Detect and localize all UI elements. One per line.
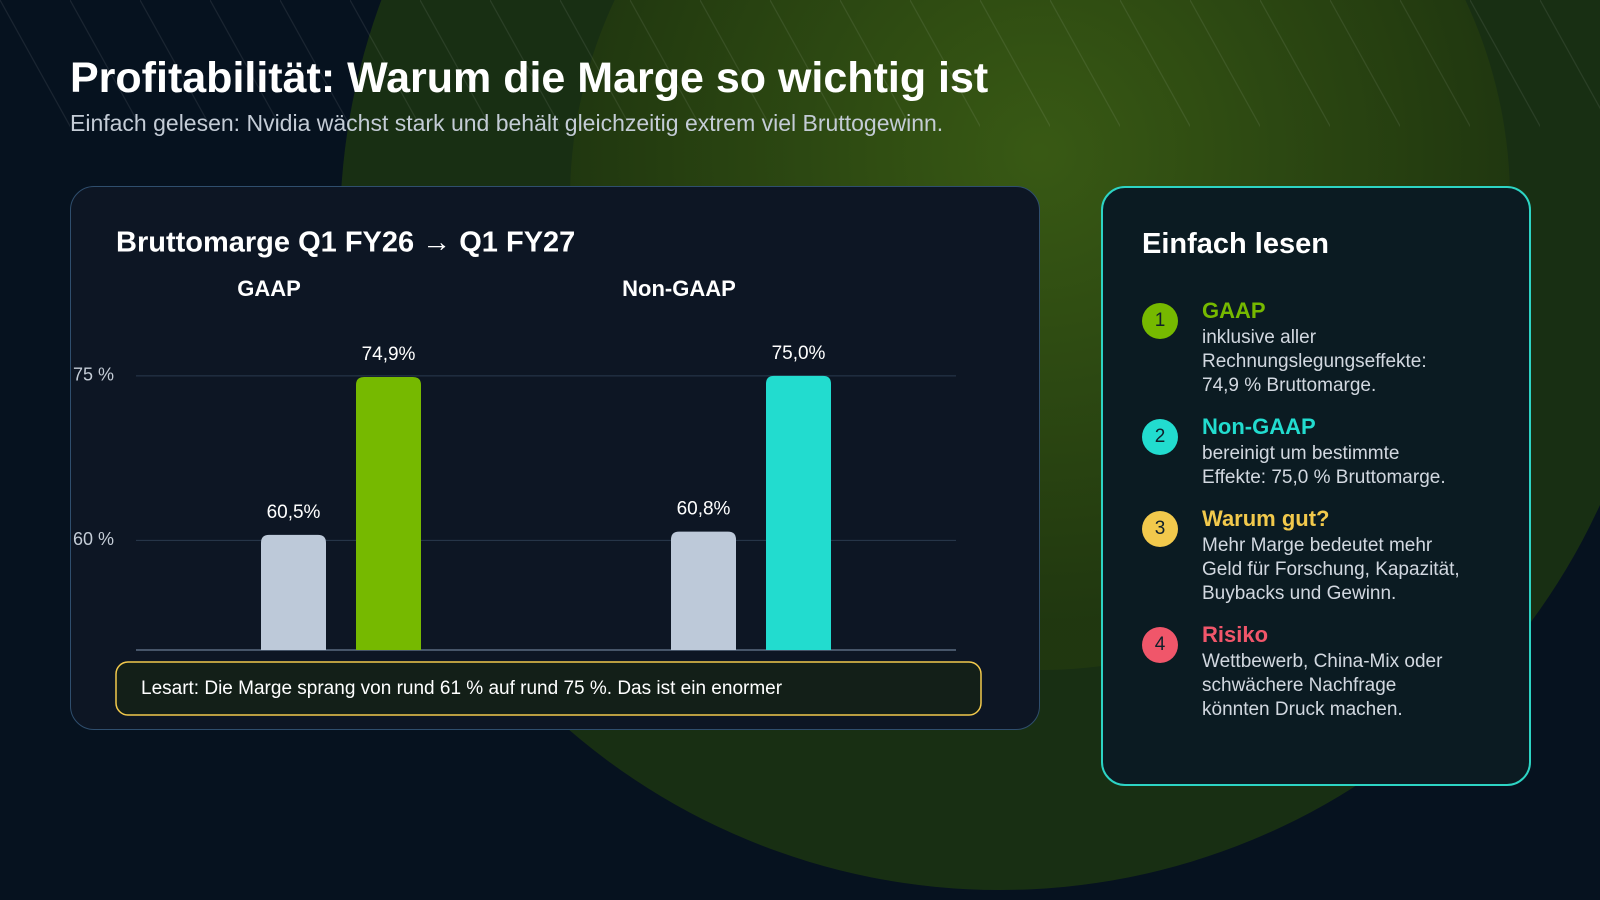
bar [766, 375, 831, 650]
item-text: 74,9 % Bruttomarge. [1202, 375, 1377, 396]
chart-card: Bruttomarge Q1 FY26 → Q1 FY27 Lesart: Di… [70, 186, 1040, 730]
item-text: Wettbewerb, China-Mix oder [1202, 651, 1443, 672]
item-text: Rechnungslegungseffekte: [1202, 351, 1427, 372]
panel-item: 2 Non-GAAP bereinigt um bestimmte Effekte: … [1142, 412, 1509, 490]
panel-item: 4 Risiko Wettbewerb, China-Mix oder schwäch… [1142, 620, 1509, 722]
panel-item: 1 GAAP inklusive aller Rechnungslegungseffe… [1142, 296, 1509, 398]
bar [671, 531, 736, 650]
page-title: Profitabilität: Warum die Marge so wicht… [70, 54, 989, 102]
item-text: Buybacks und Gewinn. [1202, 583, 1397, 604]
value-label: 74,9% [362, 344, 416, 365]
panel-items: 1 GAAP inklusive aller Rechnungslegungseffe… [1142, 296, 1509, 736]
value-label: 75,0% [772, 343, 826, 364]
item-text: schwächere Nachfrage [1202, 675, 1397, 696]
chart-title: Bruttomarge Q1 FY26 → Q1 FY27 [116, 227, 575, 259]
item-number: 1 [1142, 303, 1178, 339]
note-box [115, 661, 982, 716]
bar [261, 534, 326, 650]
item-title: Warum gut? [1202, 506, 1330, 531]
item-text: könnten Druck machen. [1202, 699, 1403, 720]
side-panel: Einfach lesen 1 GAAP inklusive aller Rechnu… [1101, 186, 1531, 786]
item-text: inklusive aller [1202, 327, 1317, 348]
item-text: bereinigt um bestimmte [1202, 443, 1400, 464]
item-number: 2 [1142, 419, 1178, 455]
item-number: 3 [1142, 511, 1178, 547]
item-number: 4 [1142, 627, 1178, 663]
y-tick-label: 75 % [73, 365, 114, 385]
note: Lesart: Die Marge sprang von rund 61 % a… [141, 678, 783, 699]
page-subtitle: Einfach gelesen: Nvidia wächst stark und… [70, 110, 944, 136]
item-title: Risiko [1202, 622, 1269, 647]
group-label: GAAP [237, 276, 301, 301]
item-text: Effekte: 75,0 % Bruttomarge. [1202, 467, 1446, 488]
item-text: Mehr Marge bedeutet mehr [1202, 535, 1433, 556]
panel-item: 3 Warum gut? Mehr Marge bedeutet mehr Geld … [1142, 504, 1509, 606]
value-label: 60,5% [267, 502, 321, 523]
group-label: Non-GAAP [622, 276, 736, 301]
bar [356, 376, 421, 650]
item-title: GAAP [1202, 298, 1266, 323]
value-label: 60,8% [677, 499, 731, 520]
item-title: Non-GAAP [1202, 414, 1316, 439]
chart: Bruttomarge Q1 FY26 → Q1 FY27 Lesart: Di… [73, 227, 982, 716]
panel-title: Einfach lesen [1142, 228, 1329, 260]
item-text: Geld für Forschung, Kapazität, [1202, 559, 1460, 580]
y-tick-label: 60 % [73, 529, 114, 549]
